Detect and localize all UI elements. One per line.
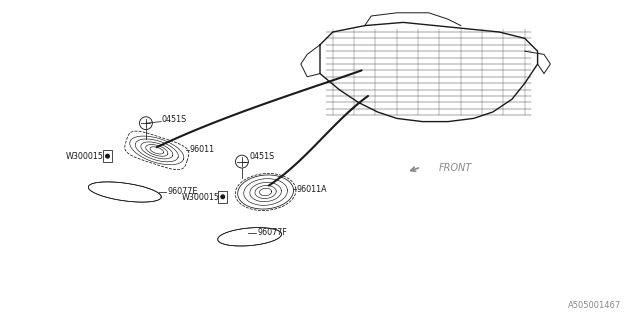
Circle shape xyxy=(106,154,109,158)
Text: 96077F: 96077F xyxy=(257,228,287,237)
Text: 0451S: 0451S xyxy=(250,152,275,161)
Text: FRONT: FRONT xyxy=(438,163,472,173)
Text: 96077E: 96077E xyxy=(168,187,198,196)
FancyBboxPatch shape xyxy=(218,190,227,203)
Text: W300015: W300015 xyxy=(182,193,220,202)
Text: W300015: W300015 xyxy=(66,152,104,161)
Text: 96011: 96011 xyxy=(189,145,214,154)
Text: 0451S: 0451S xyxy=(162,116,187,124)
Text: A505001467: A505001467 xyxy=(568,301,621,310)
FancyBboxPatch shape xyxy=(103,150,112,163)
Circle shape xyxy=(221,195,225,199)
Text: 96011A: 96011A xyxy=(296,185,327,194)
